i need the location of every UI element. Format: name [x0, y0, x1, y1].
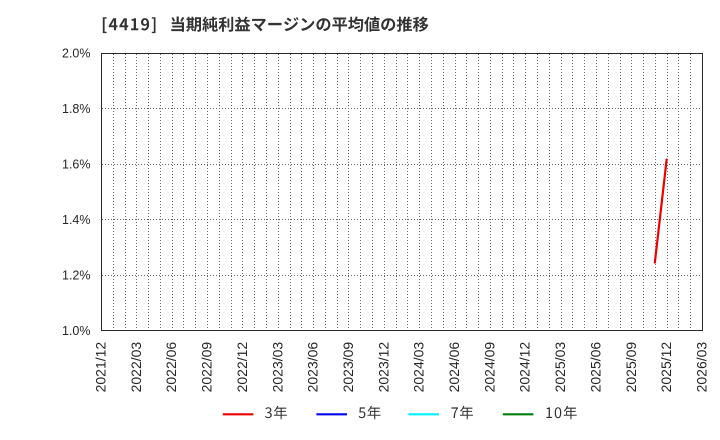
svg-text:2025/09: 2025/09 [623, 342, 639, 393]
svg-text:1.8%: 1.8% [62, 102, 91, 116]
svg-text:2022/09: 2022/09 [199, 342, 215, 393]
svg-text:2022/03: 2022/03 [128, 342, 144, 393]
svg-text:1.2%: 1.2% [62, 268, 91, 282]
svg-text:2025/06: 2025/06 [587, 342, 603, 393]
svg-text:2023/03: 2023/03 [269, 342, 285, 393]
svg-text:2.0%: 2.0% [62, 46, 91, 60]
svg-text:2023/12: 2023/12 [375, 342, 391, 393]
svg-text:2023/06: 2023/06 [305, 342, 321, 393]
svg-text:1.6%: 1.6% [62, 157, 91, 171]
svg-text:1.4%: 1.4% [62, 213, 91, 227]
svg-text:2025/03: 2025/03 [552, 342, 568, 393]
svg-text:2024/06: 2024/06 [446, 342, 462, 393]
svg-text:2023/09: 2023/09 [340, 342, 356, 393]
svg-text:2024/03: 2024/03 [411, 342, 427, 393]
svg-text:2024/09: 2024/09 [481, 342, 497, 393]
svg-text:1.0%: 1.0% [62, 324, 91, 338]
svg-text:2021/12: 2021/12 [93, 342, 109, 393]
svg-text:2022/12: 2022/12 [234, 342, 250, 393]
svg-text:2026/03: 2026/03 [694, 342, 710, 393]
svg-text:2024/12: 2024/12 [517, 342, 533, 393]
svg-text:2022/06: 2022/06 [163, 342, 179, 393]
svg-text:2025/12: 2025/12 [658, 342, 674, 393]
